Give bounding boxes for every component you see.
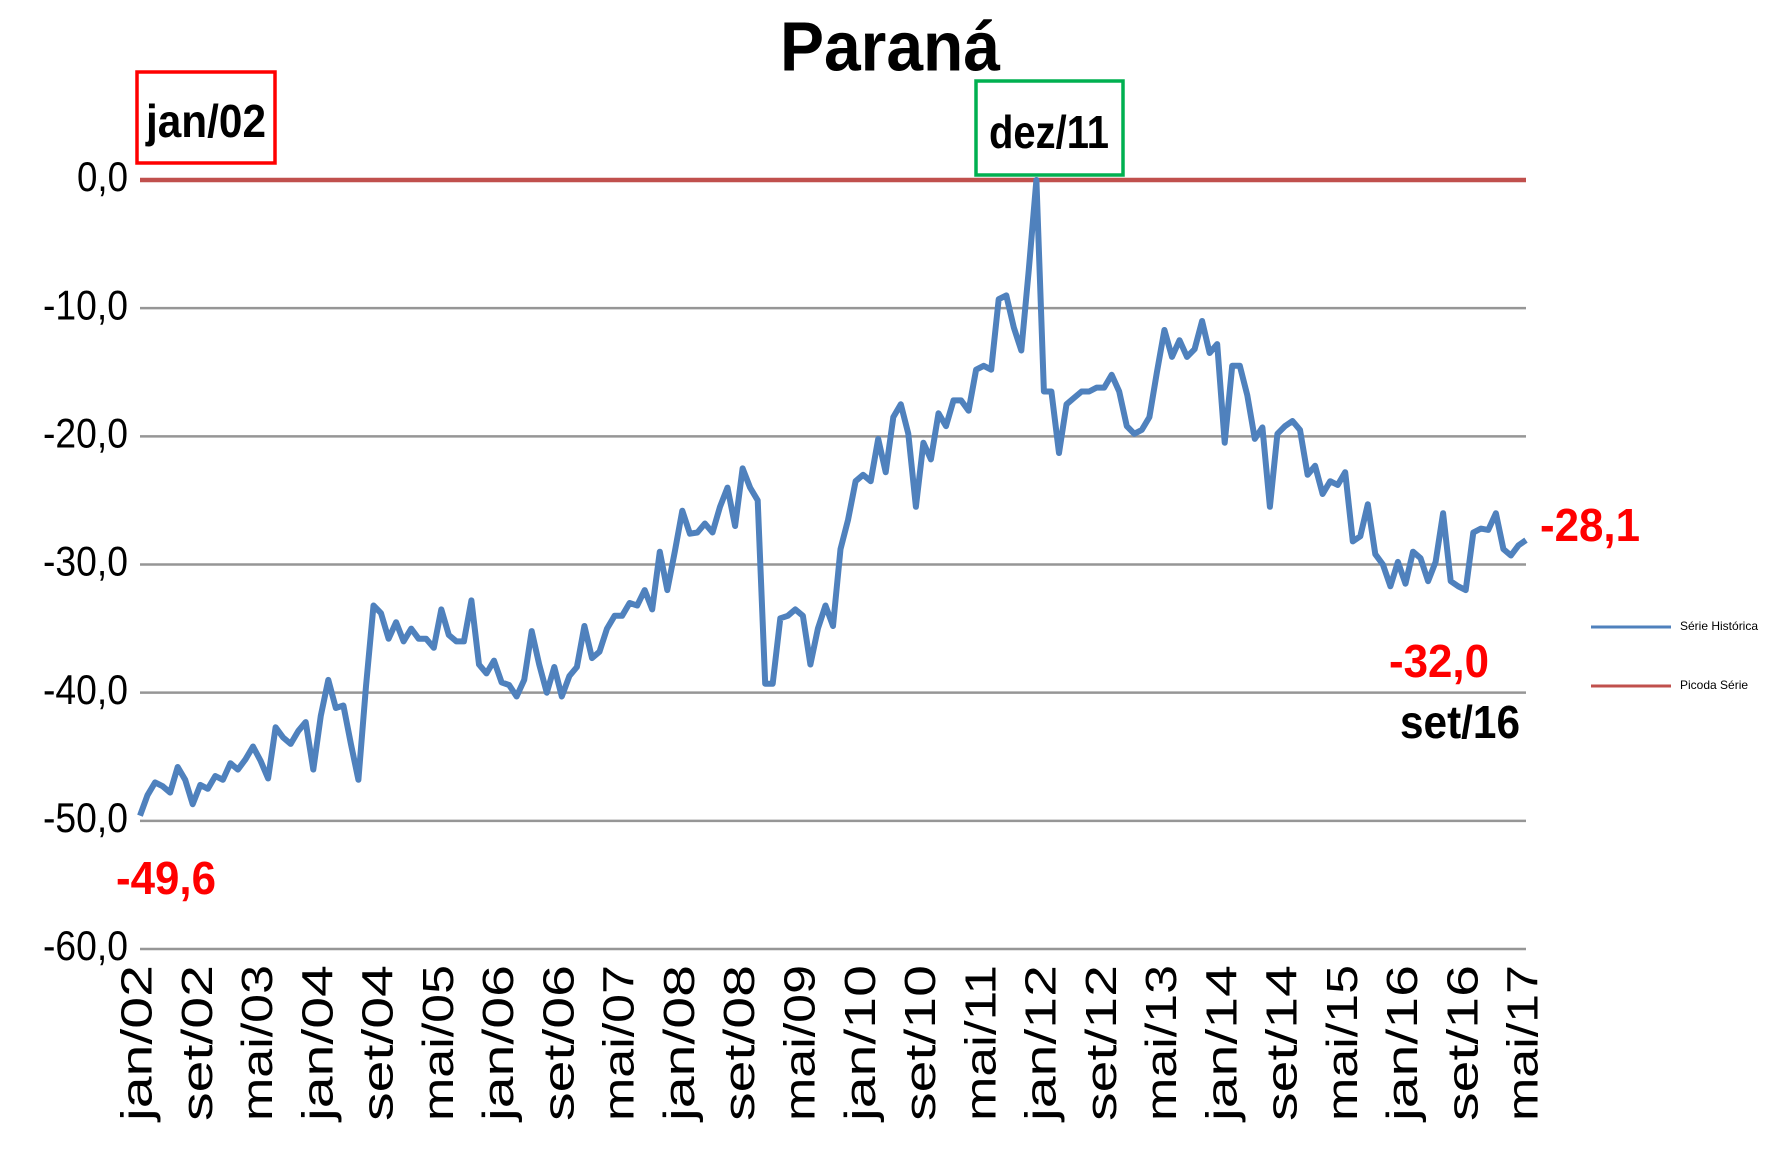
chart-title: Paraná (780, 7, 1001, 85)
x-tick-label: jan/02 (113, 965, 162, 1124)
x-tick-label: set/06 (534, 965, 583, 1121)
x-tick-label: set/08 (715, 965, 764, 1121)
legend-label: Série Histórica (1680, 619, 1758, 633)
x-tick-label: jan/08 (655, 965, 704, 1124)
x-tick-label: jan/06 (474, 965, 523, 1124)
y-tick-label: -60,0 (43, 922, 128, 969)
annotation: set/16 (1400, 696, 1520, 748)
x-tick-label: set/02 (173, 965, 222, 1121)
x-tick-label: mai/17 (1499, 965, 1548, 1121)
x-tick-label: mai/15 (1318, 965, 1367, 1121)
x-tick-label: mai/05 (414, 965, 463, 1121)
annotation-box (974, 79, 1125, 177)
x-tick-label: set/12 (1077, 965, 1126, 1121)
x-tick-label: mai/13 (1137, 965, 1186, 1121)
x-tick-label: jan/14 (1197, 965, 1246, 1124)
annotation-box (135, 70, 277, 165)
x-tick-label: jan/04 (293, 965, 342, 1124)
annotation: -32,0 (1389, 635, 1489, 687)
y-tick-label: -20,0 (43, 409, 128, 456)
annotation: -28,1 (1540, 499, 1640, 551)
y-tick-label: -50,0 (43, 794, 128, 841)
annotation: -49,6 (116, 852, 216, 904)
x-tick-label: jan/16 (1378, 965, 1427, 1124)
x-tick-label: set/04 (354, 965, 403, 1121)
annotation: jan/02 (145, 95, 266, 147)
x-tick-label: mai/07 (595, 965, 644, 1121)
legend-label: Picoda Série (1680, 678, 1748, 692)
x-tick-label: mai/11 (956, 965, 1005, 1121)
y-tick-label: -40,0 (43, 666, 128, 713)
annotation: dez/11 (989, 106, 1109, 158)
line-series (137, 177, 1528, 817)
x-tick-label: mai/03 (233, 965, 282, 1121)
x-tick-label: set/16 (1438, 965, 1487, 1121)
x-tick-label: jan/10 (836, 965, 885, 1124)
x-tick-label: mai/09 (775, 965, 824, 1121)
y-tick-label: -30,0 (43, 538, 128, 585)
x-tick-label: jan/12 (1017, 965, 1066, 1124)
y-tick-label: 0,0 (77, 153, 128, 200)
x-tick-label: set/14 (1258, 965, 1307, 1121)
y-tick-label: -10,0 (43, 281, 128, 328)
x-tick-label: set/10 (896, 965, 945, 1121)
